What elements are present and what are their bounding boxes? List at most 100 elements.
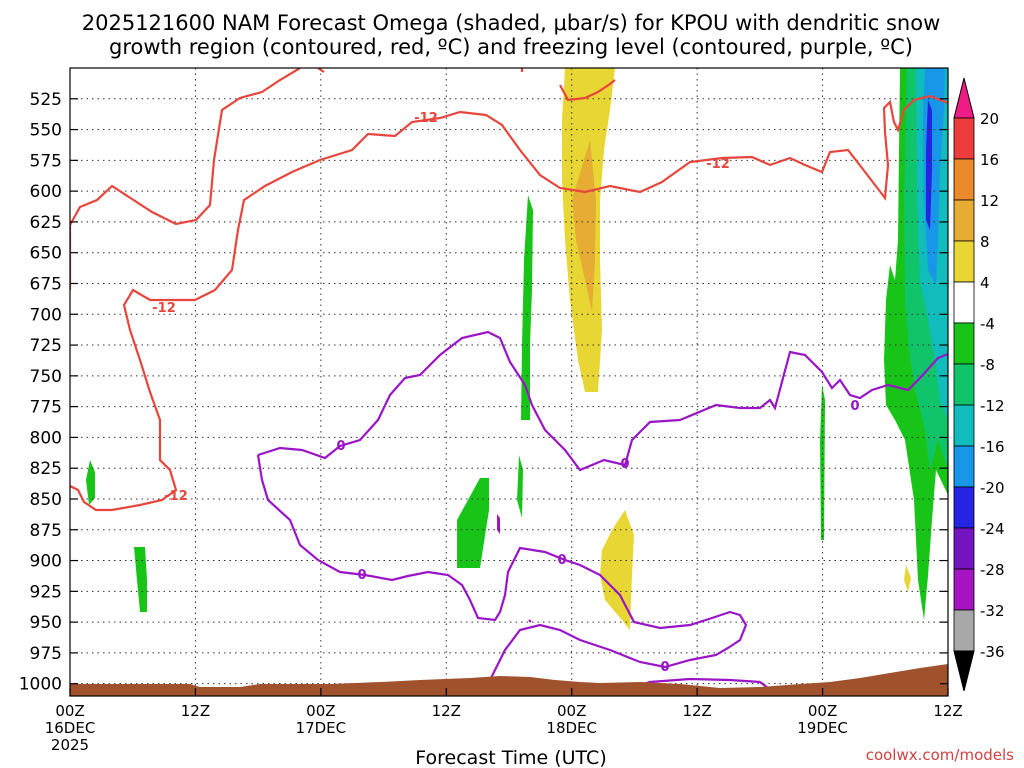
- red-label-4: -12: [164, 489, 188, 504]
- x-axis-label: Forecast Time (UTC): [415, 747, 606, 768]
- colorbar-label: 20: [980, 110, 999, 128]
- purple-label-4: 0: [620, 457, 629, 472]
- x-tick-label: 00Z: [808, 702, 837, 720]
- omega-green-3: [521, 195, 533, 420]
- red-label-1: -12: [414, 111, 438, 126]
- colorbar-swatch: [953, 363, 975, 406]
- colorbar-swatch: [953, 117, 975, 160]
- colorbar-swatch: [953, 609, 975, 652]
- x-tick-label: 12Z: [181, 702, 210, 720]
- purple-contour-lower: [256, 454, 748, 681]
- x-tick-label: 12Z: [682, 702, 711, 720]
- colorbar-swatch: [953, 445, 975, 488]
- omega-purple-blob: [497, 514, 500, 534]
- colorbar-swatch: [953, 404, 975, 447]
- colorbar: 20 16 12 8 4 -4 -8 -12 -16 -20 -24 -28 -32 -36: [953, 77, 1005, 692]
- y-tick-label: 750: [30, 367, 62, 387]
- omega-shading: [86, 68, 948, 630]
- purple-label-6: 0: [850, 399, 859, 414]
- red-contour-upper: [70, 68, 301, 290]
- red-contour-left-loop: [70, 288, 195, 512]
- y-tick-label: 1000: [19, 675, 62, 695]
- x-tick-label: 00Z: [306, 702, 335, 720]
- omega-green-6: [820, 385, 825, 540]
- y-tick-label: 650: [30, 244, 62, 264]
- colorbar-label: 12: [980, 192, 999, 210]
- red-contour-plume: [559, 79, 616, 102]
- colorbar-label: -32: [980, 602, 1005, 620]
- omega-small-plume-yellow: [600, 510, 634, 630]
- y-tick-label: 875: [30, 521, 62, 541]
- colorbar-label: -12: [980, 397, 1005, 415]
- x-tick-year: 2025: [51, 736, 89, 754]
- y-tick-label: 800: [30, 428, 62, 448]
- y-tick-label: 575: [30, 151, 62, 171]
- omega-green-1: [86, 460, 95, 505]
- red-contour-mid: [194, 94, 948, 301]
- plot-frame: [69, 67, 949, 697]
- omega-tiny-yellow: [904, 565, 911, 592]
- grid-lines: [70, 68, 948, 696]
- colorbar-label: -36: [980, 643, 1005, 661]
- colorbar-label: 4: [980, 274, 990, 292]
- colorbar-label: -8: [980, 356, 995, 374]
- omega-green-2: [134, 547, 147, 612]
- y-tick-label: 525: [30, 90, 62, 110]
- colorbar-label: 8: [980, 233, 990, 251]
- colorbar-swatch: [953, 199, 975, 242]
- x-tick-label: 00Z: [55, 702, 84, 720]
- red-contours: [70, 68, 948, 512]
- y-tick-label: 975: [30, 644, 62, 664]
- y-tick-label: 625: [30, 213, 62, 233]
- y-tick-label: 675: [30, 274, 62, 294]
- purple-label-3: 0: [557, 553, 566, 568]
- y-tick-label: 925: [30, 582, 62, 602]
- red-contour-top-left: [317, 68, 325, 73]
- purple-label-5: 0: [660, 660, 669, 675]
- red-label-2: -12: [706, 157, 730, 172]
- colorbar-label: -16: [980, 438, 1005, 456]
- y-tick-label: 825: [30, 459, 62, 479]
- colorbar-bottom-arrow: [953, 650, 975, 692]
- red-label-3: -12: [152, 301, 176, 316]
- colorbar-label: -24: [980, 520, 1005, 538]
- omega-green-5: [457, 478, 489, 568]
- x-tick-date: 19DEC: [797, 719, 848, 737]
- plot-area: [70, 68, 948, 696]
- colorbar-label: -20: [980, 479, 1005, 497]
- colorbar-swatch: [953, 240, 975, 283]
- y-tick-label: 700: [30, 305, 62, 325]
- omega-right-blue: [926, 100, 932, 230]
- colorbar-swatch: [953, 568, 975, 611]
- x-tick-label: 00Z: [557, 702, 586, 720]
- y-tick-label: 850: [30, 490, 62, 510]
- x-tick-label: 12Z: [432, 702, 461, 720]
- colorbar-swatch: [953, 486, 975, 529]
- y-axis: 525 550 575 600 625 650 675 700 725 750 775 800 825 8…: [19, 90, 948, 695]
- y-tick-label: 900: [30, 552, 62, 572]
- omega-plume-orange: [572, 140, 596, 312]
- colorbar-label: -28: [980, 561, 1005, 579]
- chart-title-line2: growth region (contoured, red, ºC) and f…: [109, 35, 913, 59]
- x-tick-date: 17DEC: [296, 719, 347, 737]
- colorbar-swatch: [953, 158, 975, 201]
- y-tick-label: 600: [30, 182, 62, 202]
- x-tick-label: 12Z: [933, 702, 962, 720]
- chart-title-line1: 2025121600 NAM Forecast Omega (shaded, μ…: [82, 11, 941, 35]
- purple-label-2: 0: [357, 568, 366, 583]
- colorbar-swatch: [953, 322, 975, 365]
- y-tick-label: 950: [30, 613, 62, 633]
- omega-green-4: [517, 455, 523, 518]
- colorbar-label: 16: [980, 151, 999, 169]
- x-tick-date: 16DEC: [45, 719, 96, 737]
- colorbar-label: -4: [980, 315, 995, 333]
- credit-text[interactable]: coolwx.com/models: [866, 746, 1014, 764]
- y-tick-label: 775: [30, 398, 62, 418]
- purple-contour-main: [257, 330, 948, 472]
- x-tick-date: 18DEC: [546, 719, 597, 737]
- colorbar-swatch: [953, 281, 975, 324]
- y-tick-label: 550: [30, 121, 62, 141]
- y-tick-label: 725: [30, 336, 62, 356]
